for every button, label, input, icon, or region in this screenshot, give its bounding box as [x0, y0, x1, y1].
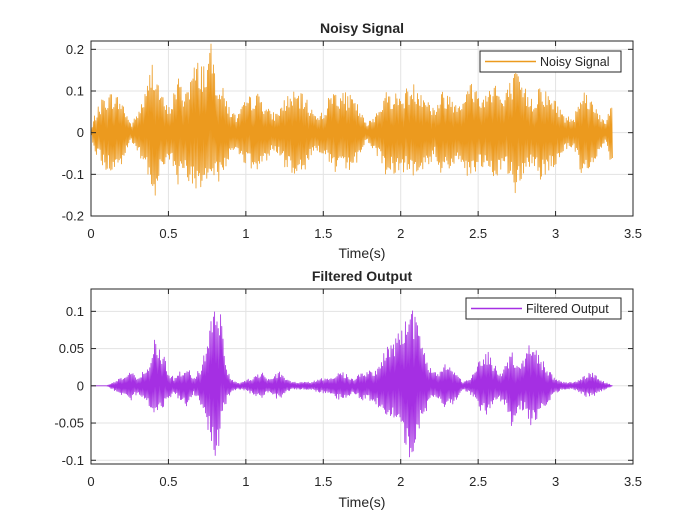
- x-axis-label: Time(s): [339, 494, 386, 510]
- y-ticks: -0.2 -0.1 0 0.1 0.2: [62, 42, 633, 224]
- y-tick-label: -0.1: [62, 453, 84, 468]
- filtered-output-axes: Filtered Output -0.1 -0.05 0 0.05 0.1 0 0.5 1 1…: [54, 268, 642, 510]
- signal-line: [91, 310, 613, 458]
- y-tick-label: -0.2: [62, 209, 84, 224]
- y-tick-label: -0.1: [62, 167, 84, 182]
- x-tick-label: 3: [552, 226, 559, 241]
- legend: Noisy Signal: [479, 50, 622, 73]
- x-tick-label: 0.5: [159, 226, 177, 241]
- x-tick-label: 0: [87, 474, 94, 489]
- x-tick-label: 0: [87, 226, 94, 241]
- y-ticks: -0.1 -0.05 0 0.05 0.1: [54, 304, 633, 468]
- x-tick-label: 2.5: [469, 474, 487, 489]
- x-tick-label: 3.5: [624, 226, 642, 241]
- x-tick-label: 1.5: [314, 226, 332, 241]
- x-ticks: 0 0.5 1 1.5 2 2.5 3 3.5: [87, 289, 642, 489]
- x-tick-label: 2.5: [469, 226, 487, 241]
- signal-line: [90, 43, 613, 196]
- x-tick-label: 0.5: [159, 474, 177, 489]
- x-tick-label: 2: [397, 474, 404, 489]
- x-tick-label: 1: [242, 226, 249, 241]
- x-tick-label: 3.5: [624, 474, 642, 489]
- y-tick-label: 0.2: [66, 42, 84, 57]
- x-axis-label: Time(s): [339, 245, 386, 261]
- signal-trace: [91, 310, 613, 458]
- legend-box: [465, 297, 622, 320]
- signal-trace: [90, 43, 613, 196]
- x-ticks: 0 0.5 1 1.5 2 2.5 3 3.5: [87, 41, 642, 241]
- y-tick-label: -0.05: [54, 416, 84, 431]
- chart-title: Filtered Output: [312, 268, 413, 284]
- legend-box: [479, 50, 622, 73]
- x-tick-label: 2: [397, 226, 404, 241]
- y-tick-label: 0: [77, 378, 84, 393]
- x-tick-label: 1.5: [314, 474, 332, 489]
- legend-label: Noisy Signal: [540, 55, 609, 69]
- y-tick-label: 0.1: [66, 84, 84, 99]
- y-tick-label: 0: [77, 125, 84, 140]
- axes-box: [90, 288, 634, 465]
- noisy-signal-axes: Noisy Signal -0.2 -0.1 0 0.1 0.2 0 0.5 1 1.5 2 2.…: [62, 20, 642, 261]
- legend-label: Filtered Output: [526, 302, 609, 316]
- y-tick-label: 0.05: [59, 341, 84, 356]
- legend: Filtered Output: [465, 297, 622, 320]
- y-tick-label: 0.1: [66, 304, 84, 319]
- axes-box: [90, 40, 634, 217]
- chart-title: Noisy Signal: [320, 20, 404, 36]
- x-tick-label: 1: [242, 474, 249, 489]
- x-tick-label: 3: [552, 474, 559, 489]
